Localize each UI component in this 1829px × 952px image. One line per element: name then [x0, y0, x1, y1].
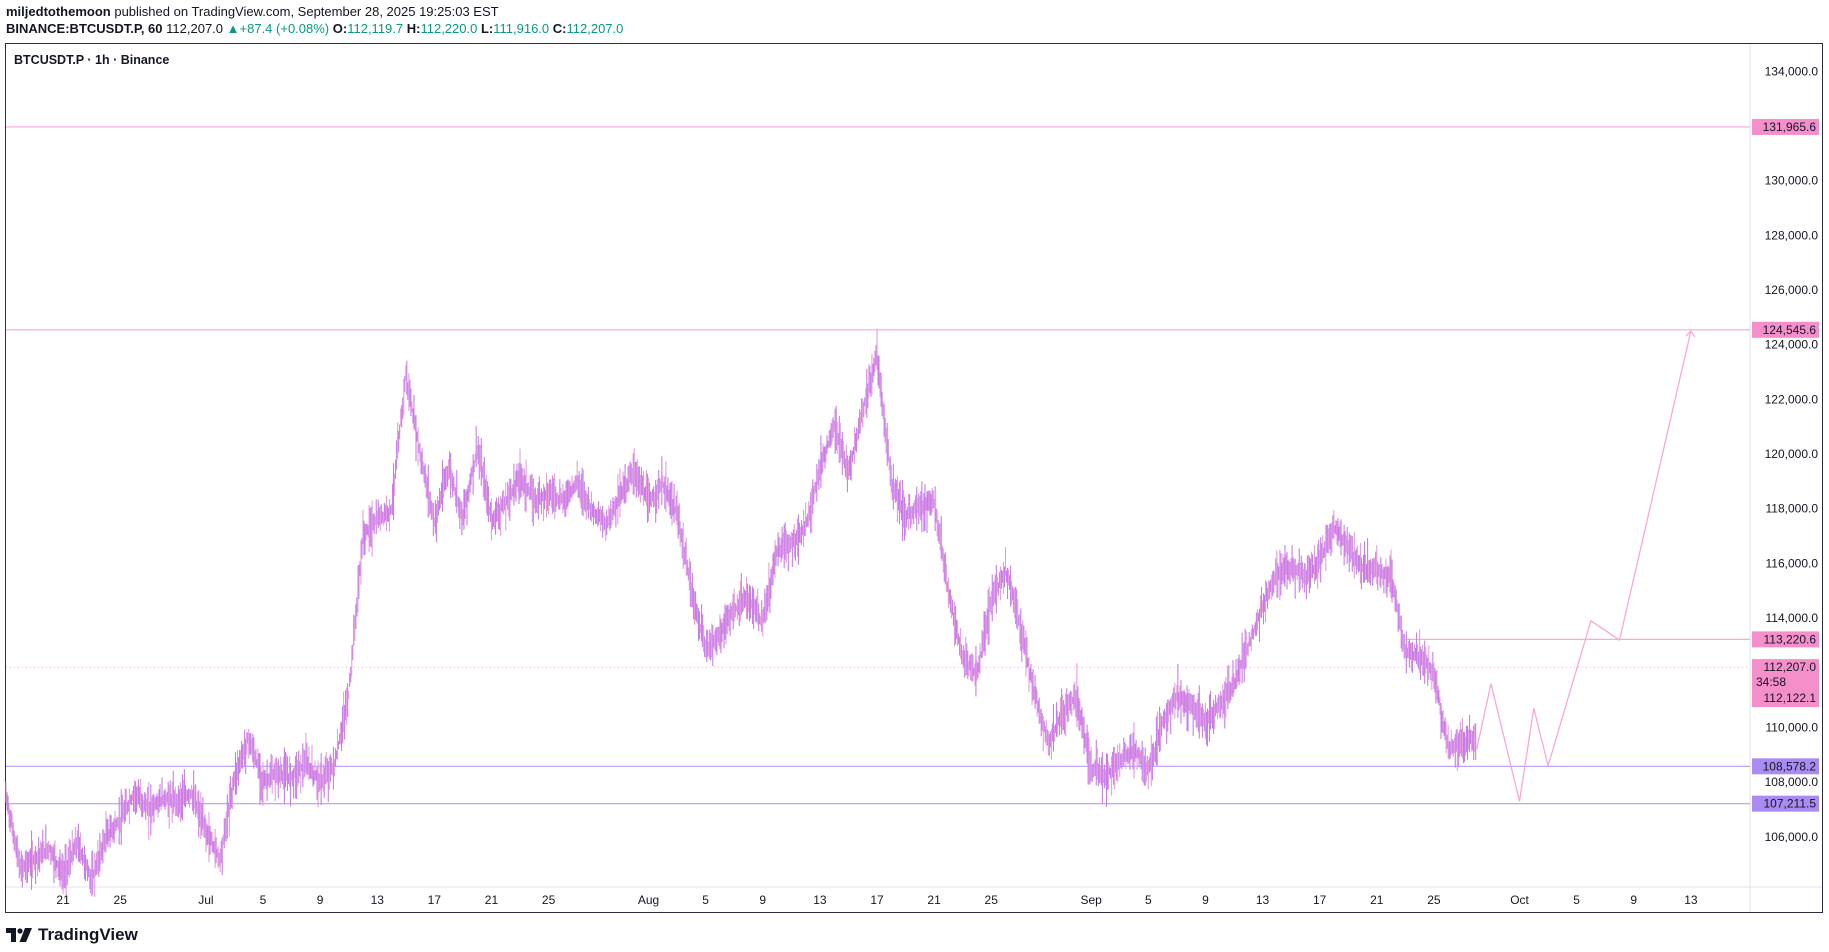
x-tick-label: 13: [813, 893, 827, 907]
open-label: O:: [332, 21, 348, 36]
x-tick-label: 21: [485, 893, 499, 907]
projection-arrowhead: [1685, 330, 1696, 338]
level-tag-bg: [1752, 795, 1819, 812]
chart-frame[interactable]: [5, 43, 1823, 913]
price-change: +87.4 (+0.08%): [239, 21, 330, 36]
x-tick-label: 5: [260, 893, 267, 907]
current-price-tag: 112,207.0: [1764, 660, 1817, 674]
y-tick-label: 118,000.0: [1766, 502, 1819, 516]
symbol-info-bar: BINANCE:BTCUSDT.P, 60 112,207.0 ▲+87.4 (…: [6, 21, 623, 36]
y-tick-label: 122,000.0: [1765, 392, 1819, 406]
x-tick-label: 21: [1370, 893, 1384, 907]
x-tick-label: 9: [317, 893, 324, 907]
level-tag-bg: [1752, 321, 1819, 338]
author-name[interactable]: miljedtothemoon: [6, 4, 111, 19]
high-value: 112,220.0: [420, 21, 478, 36]
x-tick-label: 25: [1427, 893, 1441, 907]
level-tag-bg: [1752, 758, 1819, 775]
current-price-tag-bg: [1752, 659, 1819, 708]
x-tick-label: Oct: [1510, 893, 1529, 907]
x-tick-label: 9: [1630, 893, 1637, 907]
low-value: 111,916.0: [493, 21, 550, 36]
level-tag: 113,220.6: [1764, 632, 1817, 646]
x-tick-label: 25: [542, 893, 556, 907]
y-tick-label: 130,000.0: [1765, 174, 1819, 188]
level-tag: 108,578.2: [1763, 759, 1817, 773]
y-tick-label: 134,000.0: [1765, 64, 1819, 78]
close-label: C:: [552, 21, 567, 36]
level-tag: 107,211.5: [1764, 797, 1817, 811]
tradingview-logo[interactable]: TradingView: [6, 925, 138, 945]
y-tick-label: 106,000.0: [1765, 830, 1819, 844]
publish-info: miljedtothemoon published on TradingView…: [6, 4, 499, 19]
x-tick-label: 5: [1145, 893, 1152, 907]
y-tick-label: 110,000.0: [1766, 720, 1819, 734]
y-tick-label: 120,000.0: [1765, 447, 1819, 461]
x-tick-label: Aug: [638, 893, 659, 907]
x-tick-label: 13: [1256, 893, 1270, 907]
x-tick-label: 5: [702, 893, 709, 907]
x-tick-label: 21: [56, 893, 70, 907]
level-tag-bg: [1752, 118, 1819, 135]
y-tick-label: 108,000.0: [1765, 775, 1819, 789]
y-tick-label: 124,000.0: [1765, 338, 1819, 352]
x-tick-label: 9: [1202, 893, 1209, 907]
level-tag: 131,965.6: [1763, 120, 1817, 134]
chart-title: BTCUSDT.P · 1h · Binance: [14, 53, 170, 67]
countdown-label: 34:58: [1756, 675, 1786, 689]
x-tick-label: 5: [1573, 893, 1580, 907]
x-tick-label: 13: [371, 893, 385, 907]
x-tick-label: 25: [114, 893, 128, 907]
secondary-price-tag: 112,122.1: [1764, 691, 1817, 705]
change-up-icon: ▲: [226, 21, 240, 36]
y-tick-label: 126,000.0: [1765, 283, 1819, 297]
high-label: H:: [406, 21, 421, 36]
level-tag-bg: [1752, 631, 1819, 648]
projection-path: [1476, 330, 1692, 802]
x-tick-label: 21: [927, 893, 941, 907]
y-tick-label: 116,000.0: [1766, 556, 1819, 570]
x-tick-label: 17: [1313, 893, 1327, 907]
x-tick-label: Jul: [198, 893, 213, 907]
x-tick-label: 9: [759, 893, 766, 907]
symbol-label[interactable]: BINANCE:BTCUSDT.P, 60: [6, 21, 163, 36]
level-tag: 124,545.6: [1763, 323, 1817, 337]
x-tick-label: 13: [1684, 893, 1698, 907]
x-tick-label: 25: [985, 893, 999, 907]
y-tick-label: 128,000.0: [1765, 228, 1819, 242]
last-price: 112,207.0: [166, 21, 224, 36]
low-label: L:: [480, 21, 494, 36]
tradingview-logo-icon: [6, 928, 32, 942]
x-tick-label: Sep: [1081, 893, 1103, 907]
brand-name: TradingView: [38, 925, 138, 944]
open-value: 112,119.7: [347, 21, 404, 36]
x-tick-label: 17: [870, 893, 884, 907]
y-tick-label: 114,000.0: [1766, 611, 1819, 625]
close-value: 112,207.0: [566, 21, 624, 36]
x-tick-label: 17: [428, 893, 442, 907]
publish-text: published on TradingView.com, September …: [114, 4, 499, 19]
